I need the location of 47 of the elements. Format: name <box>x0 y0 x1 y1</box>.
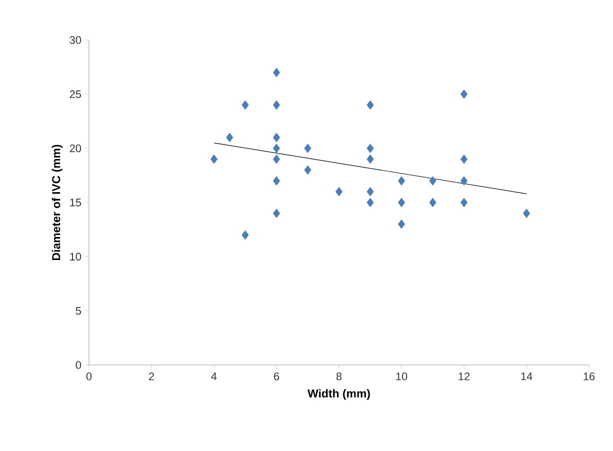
point <box>398 176 406 186</box>
point <box>366 186 374 196</box>
x-tick-label: 8 <box>336 372 342 380</box>
x-tick-label: 2 <box>149 372 154 380</box>
point <box>304 144 312 154</box>
y-tick-label: 15 <box>70 198 82 206</box>
point <box>366 144 374 154</box>
point <box>242 100 249 110</box>
point <box>366 198 374 208</box>
point <box>460 154 468 164</box>
point <box>460 176 468 186</box>
y-tick-label: 30 <box>70 36 82 44</box>
point <box>304 165 312 175</box>
point <box>272 132 280 142</box>
point <box>522 208 530 218</box>
point <box>366 100 374 110</box>
point <box>226 132 234 142</box>
point <box>366 154 374 164</box>
point <box>272 144 280 154</box>
x-tick-label: 4 <box>211 372 217 380</box>
point <box>335 186 343 196</box>
x-tick-label: 12 <box>458 372 470 380</box>
point <box>272 208 280 218</box>
point <box>272 100 280 110</box>
point <box>272 68 280 78</box>
x-tick-label: 16 <box>584 372 595 380</box>
x-tick-label: 10 <box>396 372 408 380</box>
x-tick-label: 0 <box>86 372 92 380</box>
y-tick-label: 5 <box>76 307 82 315</box>
y-tick-label: 0 <box>76 361 82 369</box>
point <box>429 176 436 186</box>
y-axis-title: Diameter of IVC (mm) <box>52 144 62 260</box>
y-tick-label: 10 <box>70 252 82 261</box>
point <box>460 89 468 99</box>
y-tick-label: 20 <box>70 144 82 152</box>
y-tick-label: 25 <box>70 90 82 98</box>
point <box>272 154 280 164</box>
x-tick-label: 6 <box>274 372 280 380</box>
point <box>398 198 406 208</box>
point <box>210 154 218 164</box>
point <box>460 198 468 208</box>
x-axis-title: Width (mm) <box>308 389 370 400</box>
point <box>429 198 436 208</box>
point <box>398 219 406 229</box>
point <box>242 230 249 240</box>
x-tick-label: 14 <box>521 372 532 380</box>
point <box>272 176 280 186</box>
